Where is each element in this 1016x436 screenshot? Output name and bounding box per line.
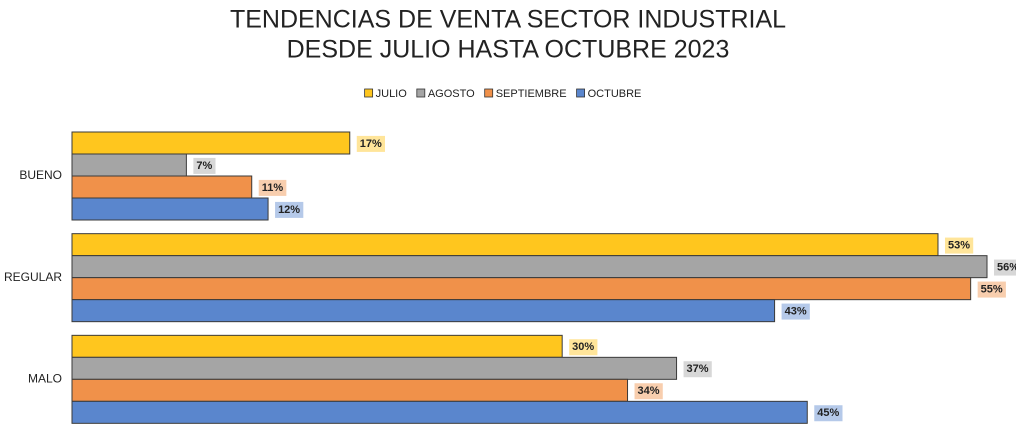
bar [71,400,808,424]
legend-swatch [576,88,585,98]
value-label: 17% [360,138,382,150]
value-label: 53% [948,240,970,252]
value-label-bg [275,201,304,218]
value-label-bg [977,281,1006,298]
legend-label: JULIO [376,88,408,100]
bar [71,255,988,279]
value-label-bg [258,179,287,196]
chart-title: TENDENCIAS DE VENTA SECTOR INDUSTRIAL [230,6,786,34]
value-label-bg [193,157,216,174]
value-label: 7% [196,160,212,172]
value-label: 43% [785,306,807,318]
category-label: BUENO [19,168,62,182]
bar [71,334,563,358]
bar [71,378,629,402]
value-label: 55% [981,284,1003,296]
category-label: REGULAR [4,270,62,284]
bar [71,299,776,323]
value-label-bg [683,361,712,378]
value-label: 45% [817,407,839,419]
bar [71,175,253,199]
bar [71,153,187,177]
value-label: 56% [997,262,1016,274]
legend-label: SEPTIEMBRE [496,88,567,100]
value-label: 37% [687,363,709,375]
bar [71,131,351,155]
value-label: 34% [638,385,660,397]
value-label: 12% [278,204,300,216]
value-label-bg [781,303,810,320]
bar [71,233,939,257]
value-label-bg [634,383,663,400]
legend-swatch [484,88,494,98]
value-label: 30% [572,341,594,353]
bar [71,277,972,301]
legend-label: OCTUBRE [588,88,642,100]
value-label-bg [569,339,598,356]
category-label: MALO [28,372,62,386]
value-label-bg [994,259,1016,276]
value-label: 11% [262,182,284,194]
value-label-bg [356,135,386,152]
legend-swatch [416,88,426,98]
bar [71,197,269,221]
chart-subtitle: DESDE JULIO HASTA OCTUBRE 2023 [287,36,730,64]
bar [71,356,678,380]
legend-swatch [364,88,374,98]
legend-label: AGOSTO [428,88,475,100]
value-label-bg [944,237,974,254]
value-label-bg [814,405,843,422]
